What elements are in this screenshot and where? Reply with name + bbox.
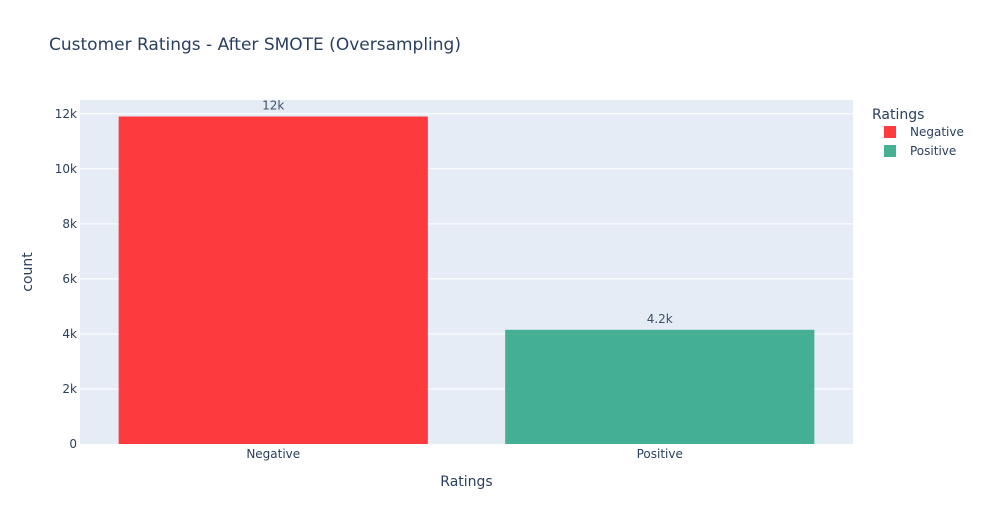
y-tick-label: 10k: [55, 162, 77, 176]
y-tick-label: 4k: [62, 327, 77, 341]
bar-positive: [505, 329, 815, 444]
y-tick-label: 0: [69, 437, 77, 451]
legend-entry-positive: Positive: [910, 144, 956, 158]
legend-swatch-positive: [884, 145, 896, 157]
legend-entry-negative: Negative: [910, 125, 964, 139]
y-axis-title: count: [20, 252, 36, 292]
legend-swatch-negative: [884, 126, 896, 138]
bar-labels: 12k 4.2k: [262, 99, 673, 326]
y-tick-label: 6k: [62, 272, 77, 286]
legend-title: Ratings: [872, 107, 924, 123]
bar-label-positive: 4.2k: [647, 312, 673, 326]
x-tick-label: Negative: [246, 447, 300, 461]
bar-label-negative: 12k: [262, 99, 284, 113]
x-axis-title: Ratings: [440, 474, 492, 490]
legend: Ratings Negative Positive: [872, 107, 964, 158]
bars: [118, 116, 815, 445]
x-tick-label: Positive: [637, 447, 683, 461]
chart-title: Customer Ratings - After SMOTE (Oversamp…: [49, 35, 461, 55]
y-tick-label: 8k: [62, 217, 77, 231]
y-tick-label: 12k: [55, 107, 77, 121]
y-axis-ticks: 0 2k 4k 6k 8k 10k 12k: [55, 107, 77, 451]
x-axis-ticks: Negative Positive: [246, 447, 683, 461]
bar-negative: [118, 116, 428, 445]
y-tick-label: 2k: [62, 382, 77, 396]
